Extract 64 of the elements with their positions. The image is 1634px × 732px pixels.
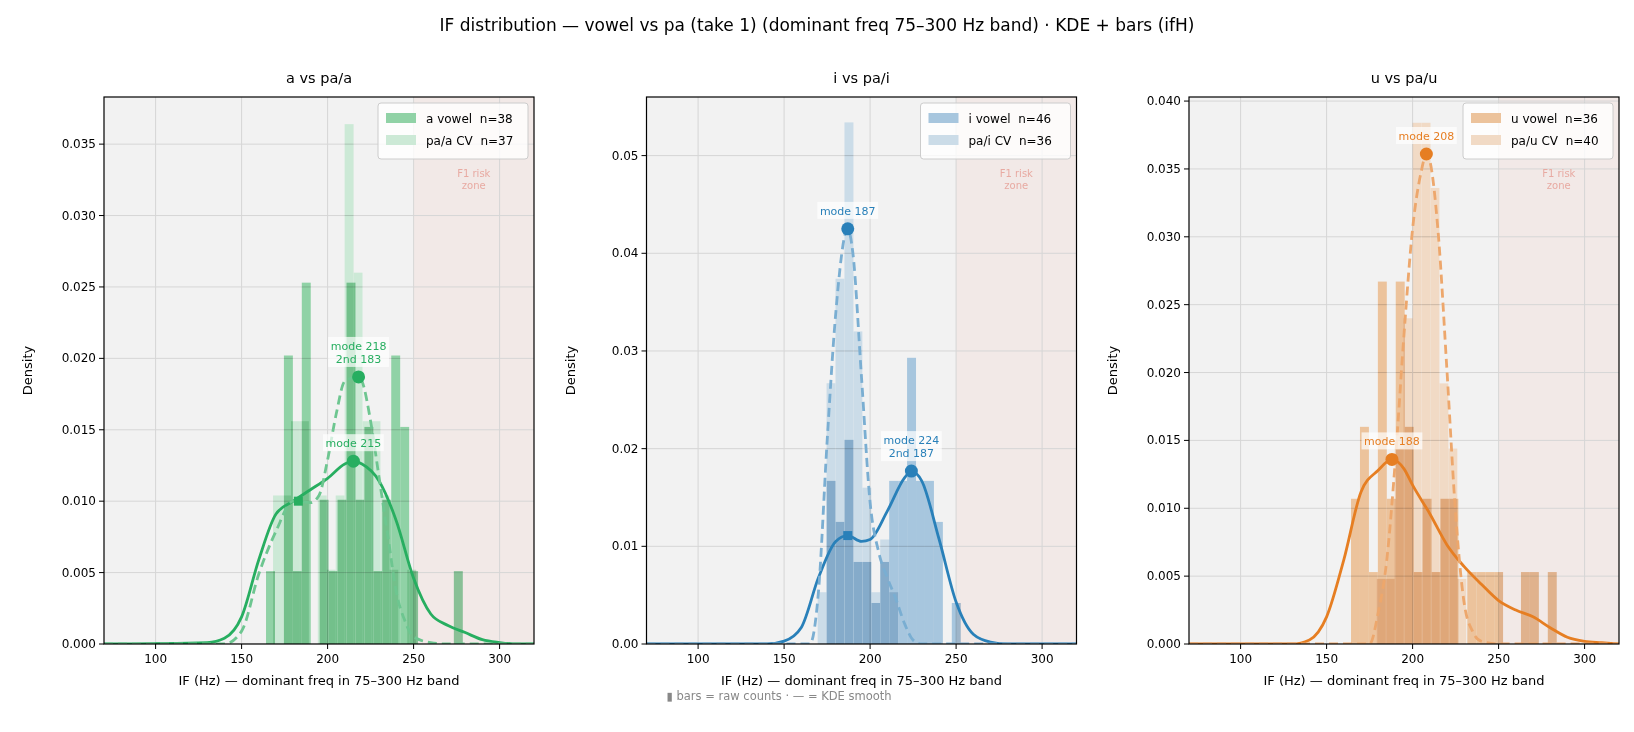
- annotation: mode 218 2nd 183: [330, 339, 387, 366]
- y-tick-label: 0.035: [1146, 161, 1181, 176]
- y-tick-label: 0.030: [1146, 229, 1181, 244]
- text: ▮ bars = raw counts · — = KDE smooth: [666, 689, 892, 703]
- y-tick-label: 0.00: [611, 637, 639, 651]
- y-tick-label: 0.020: [61, 351, 96, 366]
- y-tick-label: 0.01: [611, 539, 639, 554]
- legend-label: pa/a CV n=37: [426, 134, 514, 148]
- legend-label: pa/u CV n=40: [1511, 134, 1599, 148]
- x-tick-label: 200: [316, 652, 340, 666]
- legend-label: i vowel n=46: [968, 112, 1052, 126]
- x-tick-label: 250: [402, 652, 426, 666]
- x-tick-label: 200: [1401, 652, 1425, 666]
- x-tick-label: 300: [1030, 652, 1054, 666]
- y-axis-title: Density: [1105, 345, 1120, 396]
- y-tick-label: 0.025: [61, 279, 96, 294]
- x-tick-label: 150: [1315, 652, 1339, 666]
- band-label: F1 risk zone: [1542, 168, 1576, 191]
- band-label: F1 risk zone: [999, 168, 1034, 191]
- y-tick-label: 0.020: [1146, 365, 1181, 380]
- y-tick-label: 0.05: [611, 148, 639, 163]
- x-tick-label: 300: [488, 652, 512, 666]
- y-tick-label: 0.030: [61, 208, 96, 223]
- y-tick-label: 0.040: [1146, 94, 1181, 109]
- y-tick-label: 0.010: [1146, 501, 1181, 516]
- x-axis-title: IF (Hz) — dominant freq in 75–300 Hz band: [720, 673, 1003, 688]
- y-tick-label: 0.000: [1146, 637, 1181, 651]
- y-tick-label: 0.025: [1146, 297, 1181, 312]
- annotation: mode 215: [325, 437, 382, 451]
- text: IF distribution — vowel vs pa (take 1) (dominant freq 75–300 Hz band) · KDE + bars (ifH): [439, 15, 1195, 35]
- y-tick-label: 0.04: [611, 246, 639, 261]
- x-axis-title: IF (Hz) — dominant freq in 75–300 Hz band: [1263, 673, 1545, 688]
- x-tick-label: 150: [772, 652, 796, 666]
- y-tick-label: 0.015: [61, 422, 96, 437]
- annotation: mode 208: [1398, 130, 1455, 144]
- x-axis-title: IF (Hz) — dominant freq in 75–300 Hz band: [178, 673, 460, 688]
- x-tick-label: 150: [230, 652, 254, 666]
- annotation: mode 224 2nd 187: [883, 434, 940, 461]
- y-tick-label: 0.02: [611, 441, 639, 456]
- legend-label: pa/i CV n=36: [968, 134, 1052, 148]
- y-tick-label: 0.015: [1146, 433, 1181, 448]
- y-tick-label: 0.005: [1146, 569, 1181, 584]
- legend-label: a vowel n=38: [426, 112, 513, 126]
- x-tick-label: 100: [1229, 652, 1253, 666]
- y-tick-label: 0.010: [61, 494, 96, 509]
- y-tick-label: 0.005: [61, 565, 96, 580]
- chart-title: a vs pa/a: [285, 70, 353, 86]
- x-tick-label: 200: [858, 652, 882, 666]
- x-tick-label: 100: [686, 652, 710, 666]
- x-tick-label: 250: [1487, 652, 1511, 666]
- y-tick-label: 0.000: [61, 637, 96, 651]
- x-tick-label: 250: [944, 652, 968, 666]
- y-tick-label: 0.03: [611, 343, 639, 358]
- annotation: mode 187: [819, 204, 876, 218]
- y-axis-title: Density: [562, 345, 578, 396]
- band-label: F1 risk zone: [457, 168, 491, 191]
- y-tick-label: 0.035: [61, 137, 96, 152]
- legend-label: u vowel n=36: [1511, 112, 1598, 126]
- chart-title: u vs pa/u: [1370, 70, 1438, 86]
- y-axis-title: Density: [20, 345, 35, 396]
- x-tick-label: 100: [144, 652, 168, 666]
- chart-title: i vs pa/i: [833, 70, 890, 86]
- annotation: mode 188: [1364, 435, 1420, 449]
- x-tick-label: 300: [1573, 652, 1597, 666]
